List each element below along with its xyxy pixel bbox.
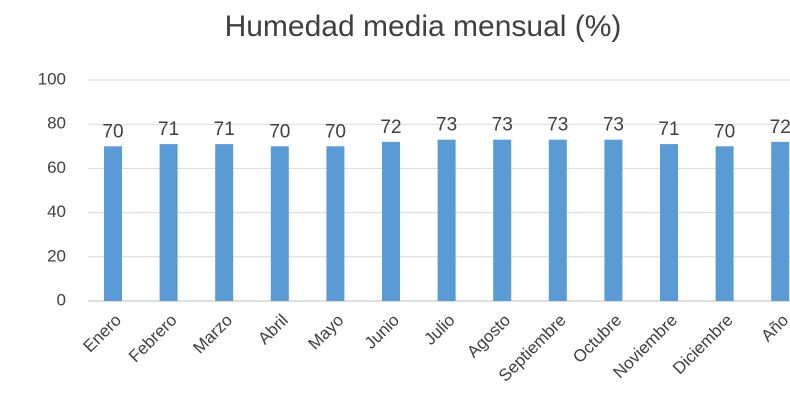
- bar: [771, 141, 790, 301]
- data-label: 70: [325, 121, 346, 142]
- bar: [715, 146, 734, 301]
- chart-title: Humedad media mensual (%): [225, 10, 622, 43]
- x-tick-label: Año: [757, 311, 790, 346]
- x-tick-label: Julio: [420, 311, 458, 349]
- bar: [437, 139, 456, 301]
- x-tick-label: Enero: [79, 311, 125, 357]
- bar: [382, 141, 400, 301]
- bar: [159, 144, 178, 301]
- x-tick-label: Marzo: [189, 311, 236, 358]
- x-tick-label: Febrero: [125, 311, 181, 367]
- data-label: 71: [658, 119, 679, 140]
- bar: [548, 139, 567, 301]
- data-label: 73: [603, 115, 624, 136]
- y-tick-label: 100: [38, 69, 66, 88]
- data-label: 72: [380, 117, 401, 138]
- bar: [604, 139, 623, 301]
- x-tick-label: Mayo: [305, 311, 348, 354]
- data-label: 70: [714, 121, 735, 142]
- y-tick-label: 20: [47, 246, 66, 265]
- x-tick-label: Octubre: [569, 311, 625, 367]
- bar: [270, 146, 289, 301]
- data-label: 73: [547, 115, 568, 136]
- data-label: 70: [102, 121, 123, 142]
- bar: [104, 146, 122, 301]
- y-tick-label: 60: [47, 158, 66, 177]
- x-tick-label: Abril: [254, 311, 291, 348]
- x-tick-label: Agosto: [463, 311, 514, 362]
- y-tick-label: 0: [57, 290, 66, 309]
- y-tick-label: 40: [47, 202, 66, 221]
- x-tick-label: Diciembre: [669, 311, 737, 379]
- bar: [493, 139, 512, 301]
- bar: [660, 144, 678, 301]
- data-label: 70: [269, 121, 290, 142]
- y-tick-label: 80: [47, 114, 66, 133]
- data-label: 73: [436, 115, 457, 136]
- bar: [326, 146, 345, 301]
- data-label: 72: [770, 117, 790, 138]
- x-tick-label: Junio: [361, 311, 403, 353]
- data-label: 71: [214, 119, 235, 140]
- bar: [215, 144, 234, 301]
- data-label: 73: [492, 115, 513, 136]
- data-label: 71: [158, 119, 179, 140]
